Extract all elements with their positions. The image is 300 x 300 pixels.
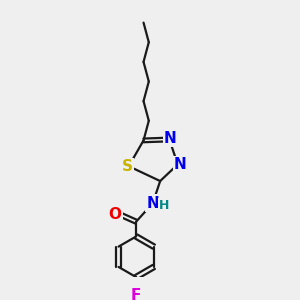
- Text: H: H: [159, 200, 169, 212]
- Text: N: N: [146, 196, 159, 211]
- Text: N: N: [164, 131, 177, 146]
- Text: S: S: [122, 159, 132, 174]
- Text: N: N: [174, 157, 187, 172]
- Text: O: O: [108, 207, 122, 222]
- Text: F: F: [131, 288, 141, 300]
